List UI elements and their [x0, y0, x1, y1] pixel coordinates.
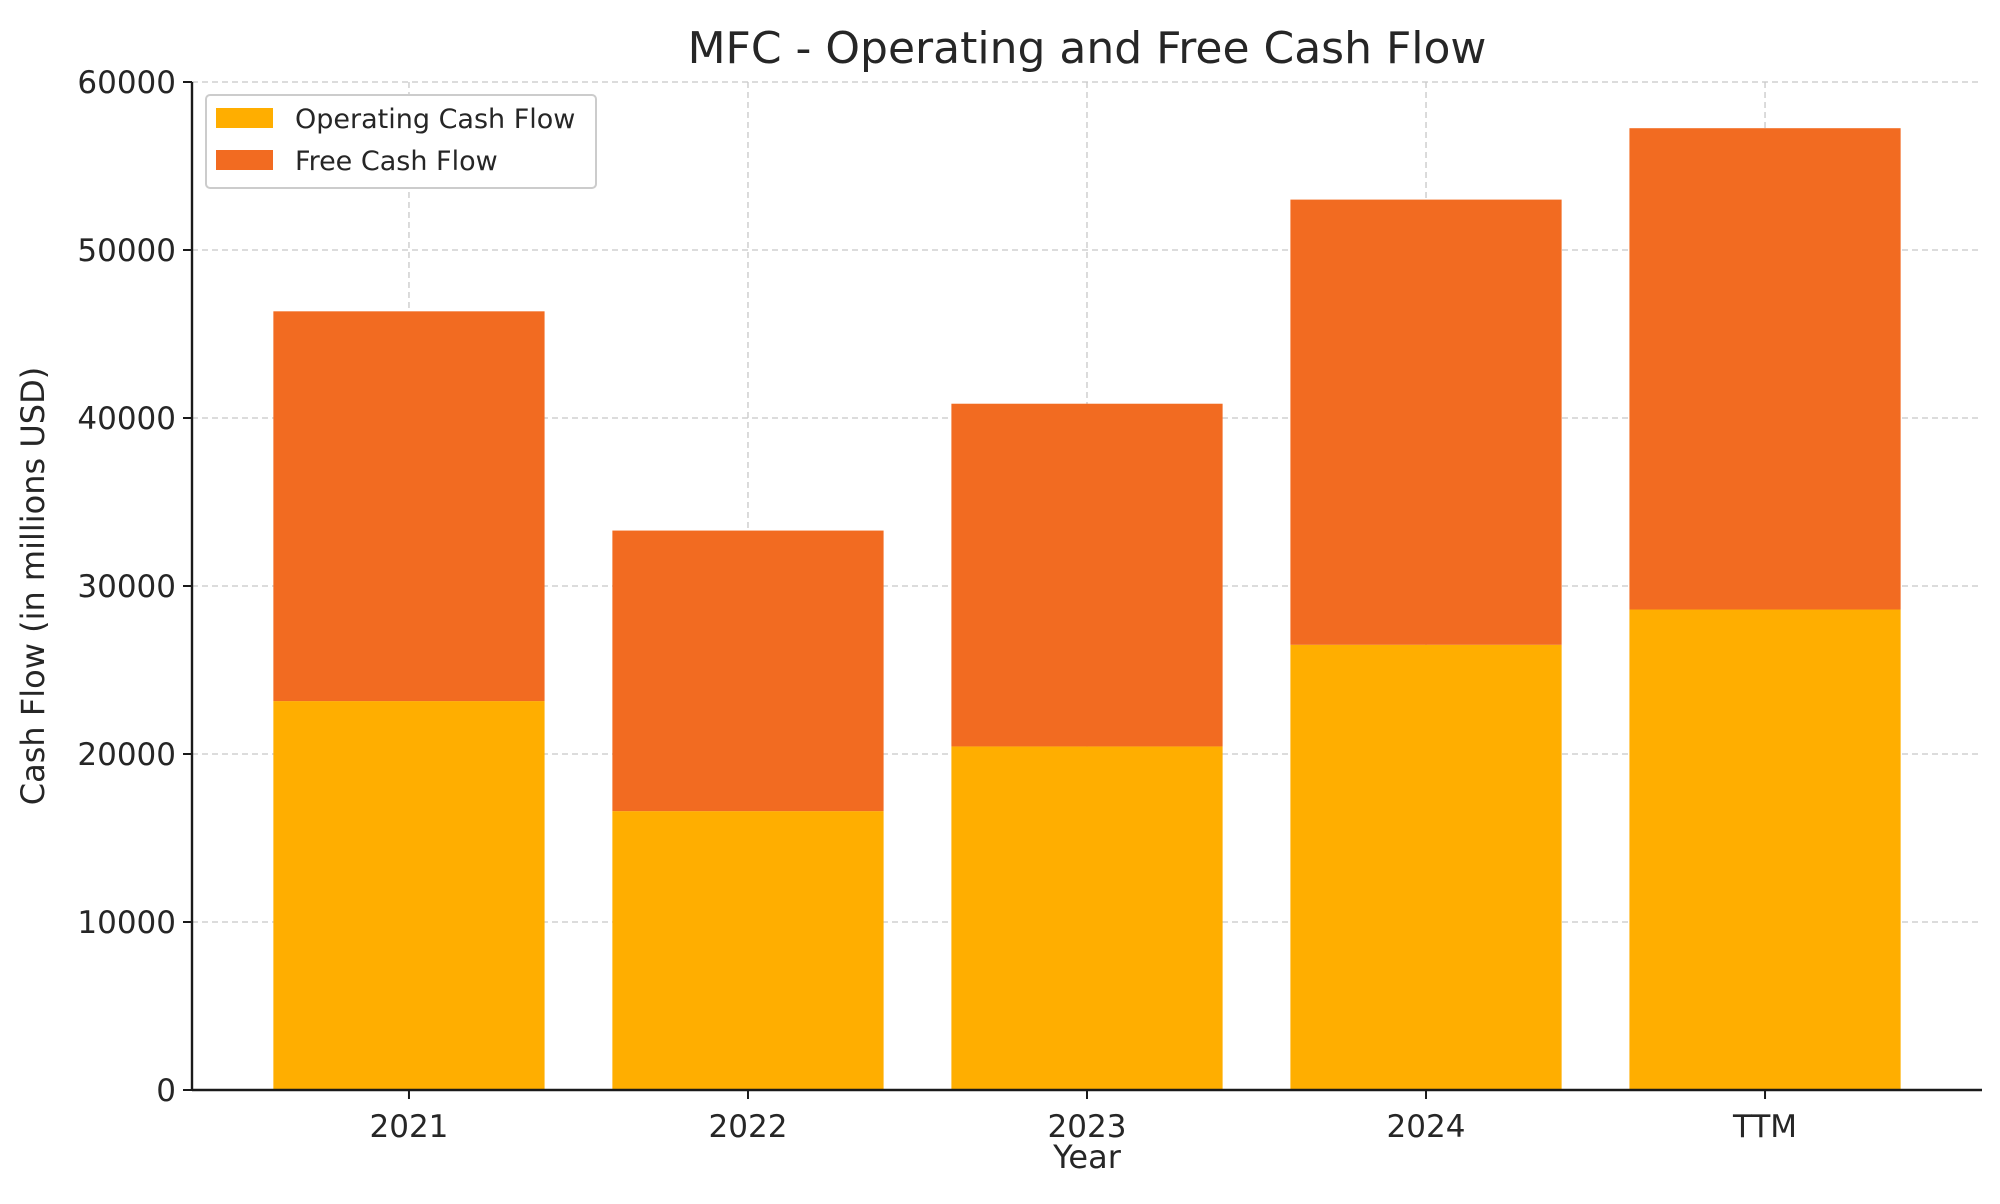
- y-tick-label-0: 0: [156, 1073, 176, 1109]
- x-axis-label: Year: [1052, 1138, 1122, 1176]
- x-tick-label-4: TTM: [1732, 1109, 1797, 1145]
- y-tick-label-6: 60000: [77, 65, 176, 101]
- x-tick-label-1: 2022: [709, 1109, 788, 1145]
- bar-free-cash-flow-ttm: [1629, 128, 1901, 610]
- y-tick-label-1: 10000: [77, 905, 176, 941]
- x-tick-label-2: 2023: [1048, 1109, 1127, 1145]
- bar-free-cash-flow-2023: [951, 403, 1223, 747]
- x-tick-label-3: 2024: [1387, 1109, 1466, 1145]
- legend-box: [205, 94, 597, 189]
- bar-free-cash-flow-2022: [612, 530, 884, 812]
- y-tick-label-2: 20000: [77, 737, 176, 773]
- bar-operating-cash-flow-2022: [612, 811, 884, 1090]
- axes-layer: 0 10000 20000 30000 40000 50000 60000 2021 2022 2…: [77, 65, 1982, 1145]
- y-tick-label-3: 30000: [77, 569, 176, 605]
- y-tick-label-5: 50000: [77, 233, 176, 269]
- legend: Operating Cash Flow Free Cash Flow: [205, 94, 597, 189]
- chart-title: MFC - Operating and Free Cash Flow: [688, 23, 1487, 74]
- legend-swatch-operating-cash-flow: [216, 108, 273, 128]
- bar-operating-cash-flow-2024: [1290, 644, 1562, 1090]
- legend-label-free-cash-flow: Free Cash Flow: [295, 146, 498, 177]
- legend-label-operating-cash-flow: Operating Cash Flow: [295, 104, 575, 135]
- y-axis-label: Cash Flow (in millions USD): [14, 367, 52, 805]
- bars-layer: [273, 128, 1901, 1090]
- bar-operating-cash-flow-ttm: [1629, 609, 1901, 1090]
- bar-operating-cash-flow-2023: [951, 746, 1223, 1090]
- bar-operating-cash-flow-2021: [273, 701, 545, 1090]
- y-tick-label-4: 40000: [77, 401, 176, 437]
- bar-free-cash-flow-2021: [273, 311, 545, 702]
- legend-swatch-free-cash-flow: [216, 150, 273, 170]
- x-tick-label-0: 2021: [370, 1109, 449, 1145]
- bar-free-cash-flow-2024: [1290, 199, 1562, 645]
